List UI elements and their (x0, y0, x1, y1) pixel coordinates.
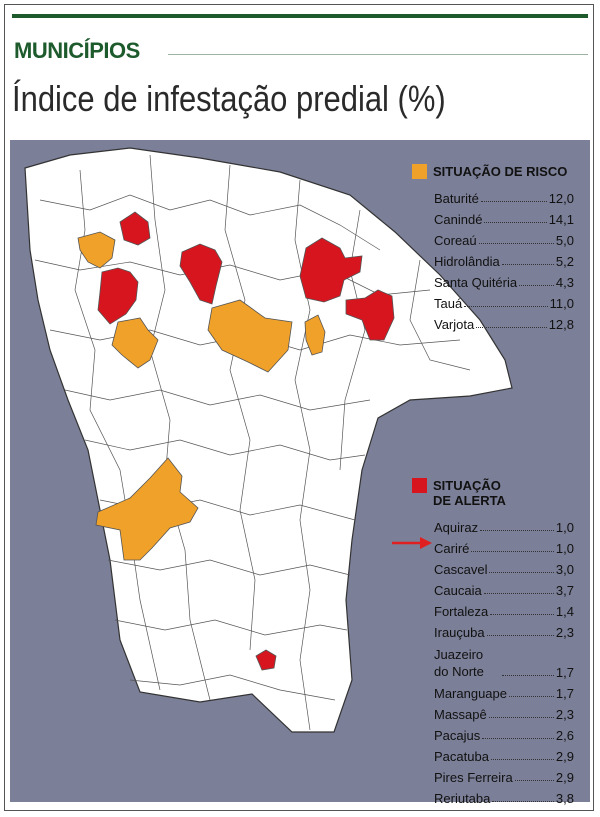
leader-dots (480, 201, 547, 202)
legend-row: Pacatuba 2,9 (434, 743, 574, 764)
municipality-name: Pacajus (434, 728, 481, 743)
municipality-name: Aquiraz (434, 520, 479, 535)
municipality-name: Hidrolândia (434, 254, 500, 269)
leader-dots (480, 530, 554, 531)
legend-row: Maranguape 1,7 (434, 680, 574, 701)
section-rule (168, 54, 588, 55)
legend-row: Irauçuba 2,3 (434, 619, 574, 640)
municipality-name: Juazeiro do Norte (434, 647, 484, 679)
municipality-name: Fortaleza (434, 604, 489, 619)
leader-dots (488, 717, 554, 718)
title: Índice de infestação predial (%) (12, 78, 446, 119)
risk-areas (77, 231, 326, 561)
municipality-borders (34, 154, 471, 731)
index-value: 2,3 (555, 625, 574, 640)
legend-row: Pires Ferreira 2,9 (434, 764, 574, 785)
municipality-name: Cariré (434, 541, 470, 556)
index-value: 11,0 (549, 296, 574, 311)
legend-row: Cascavel 3,0 (434, 556, 574, 577)
municipality-name: Caucaia (434, 583, 482, 598)
legend-title: SITUAÇÃO DE ALERTA (433, 478, 506, 508)
alert-legend: SITUAÇÃO DE ALERTA Aquiraz 1,0 Cariré 1,0 Ca… (412, 478, 574, 806)
index-value: 2,9 (555, 770, 574, 785)
municipality-name: Santa Quitéria (434, 275, 518, 290)
index-value: 5,2 (555, 254, 574, 269)
legend-row: Reriutaba 3,8 (434, 785, 574, 806)
pointer-arrow (392, 537, 432, 549)
legend-row: Varjota 12,8 (434, 311, 574, 332)
leader-dots (483, 593, 554, 594)
index-value: 1,0 (555, 520, 574, 535)
leader-dots (514, 780, 554, 781)
legend-header: SITUAÇÃO DE ALERTA (412, 478, 574, 508)
index-value: 1,7 (555, 686, 574, 701)
municipality-name: Massapê (434, 707, 487, 722)
section-label: MUNICÍPIOS (14, 38, 140, 63)
leader-dots (489, 572, 554, 573)
leader-dots (490, 614, 554, 615)
frame (4, 4, 594, 811)
legend-row: Juazeiro do Norte 1,7 (434, 640, 574, 680)
legend-row: Santa Quitéria 4,3 (434, 269, 574, 290)
index-value: 2,9 (555, 749, 574, 764)
legend-row: Fortaleza 1,4 (434, 598, 574, 619)
index-value: 1,4 (555, 604, 574, 619)
municipality-name: Varjota (434, 317, 475, 332)
index-value: 3,7 (555, 583, 574, 598)
legend-row: Aquiraz 1,0 (434, 514, 574, 535)
legend-row: Caucaia 3,7 (434, 577, 574, 598)
index-value: 4,3 (555, 275, 574, 290)
index-value: 12,0 (548, 191, 574, 206)
risk-legend: SITUAÇÃO DE RISCO Baturité 12,0 Canindé 14,… (412, 164, 574, 332)
leader-dots (519, 285, 554, 286)
municipality-name: Irauçuba (434, 625, 485, 640)
municipality-name: Pires Ferreira (434, 770, 513, 785)
municipality-name: Maranguape (434, 686, 507, 701)
leader-dots (490, 759, 554, 760)
leader-dots (501, 264, 554, 265)
leader-dots (484, 222, 547, 223)
municipality-name: Coreaú (434, 233, 477, 248)
leader-dots (482, 738, 554, 739)
municipality-name: Cascavel (434, 562, 488, 577)
index-value: 3,8 (555, 791, 574, 806)
index-value: 5,0 (555, 233, 574, 248)
index-value: 12,8 (548, 317, 574, 332)
legend-row: Massapê 2,3 (434, 701, 574, 722)
index-value: 2,3 (555, 707, 574, 722)
legend-row: Canindé 14,1 (434, 206, 574, 227)
municipality-name: Baturité (434, 191, 479, 206)
leader-dots (476, 327, 547, 328)
leader-dots (471, 551, 554, 552)
legend-row: Pacajus 2,6 (434, 722, 574, 743)
legend-row: Baturité 12,0 (434, 185, 574, 206)
leader-dots (464, 306, 548, 307)
top-bar (12, 14, 588, 18)
leader-dots (509, 696, 554, 697)
legend-swatch (412, 478, 427, 493)
municipality-name: Canindé (434, 212, 483, 227)
legend-swatch (412, 164, 427, 179)
legend-title: SITUAÇÃO DE RISCO (433, 164, 568, 179)
municipality-name: Pacatuba (434, 749, 489, 764)
leader-dots (492, 801, 554, 802)
leader-dots (478, 243, 554, 244)
index-value: 2,6 (555, 728, 574, 743)
index-value: 3,0 (555, 562, 574, 577)
legend-row: Cariré 1,0 (434, 535, 574, 556)
municipality-name: Tauá (434, 296, 463, 311)
municipality-name: Reriutaba (434, 791, 491, 806)
index-value: 14,1 (548, 212, 574, 227)
legend-header: SITUAÇÃO DE RISCO (412, 164, 574, 179)
leader-dots (486, 635, 554, 636)
leader-dots (502, 675, 554, 676)
legend-row: Hidrolândia 5,2 (434, 248, 574, 269)
index-value: 1,0 (555, 541, 574, 556)
legend-row: Tauá 11,0 (434, 290, 574, 311)
alert-areas (97, 211, 395, 671)
index-value: 1,7 (555, 665, 574, 680)
legend-row: Coreaú 5,0 (434, 227, 574, 248)
